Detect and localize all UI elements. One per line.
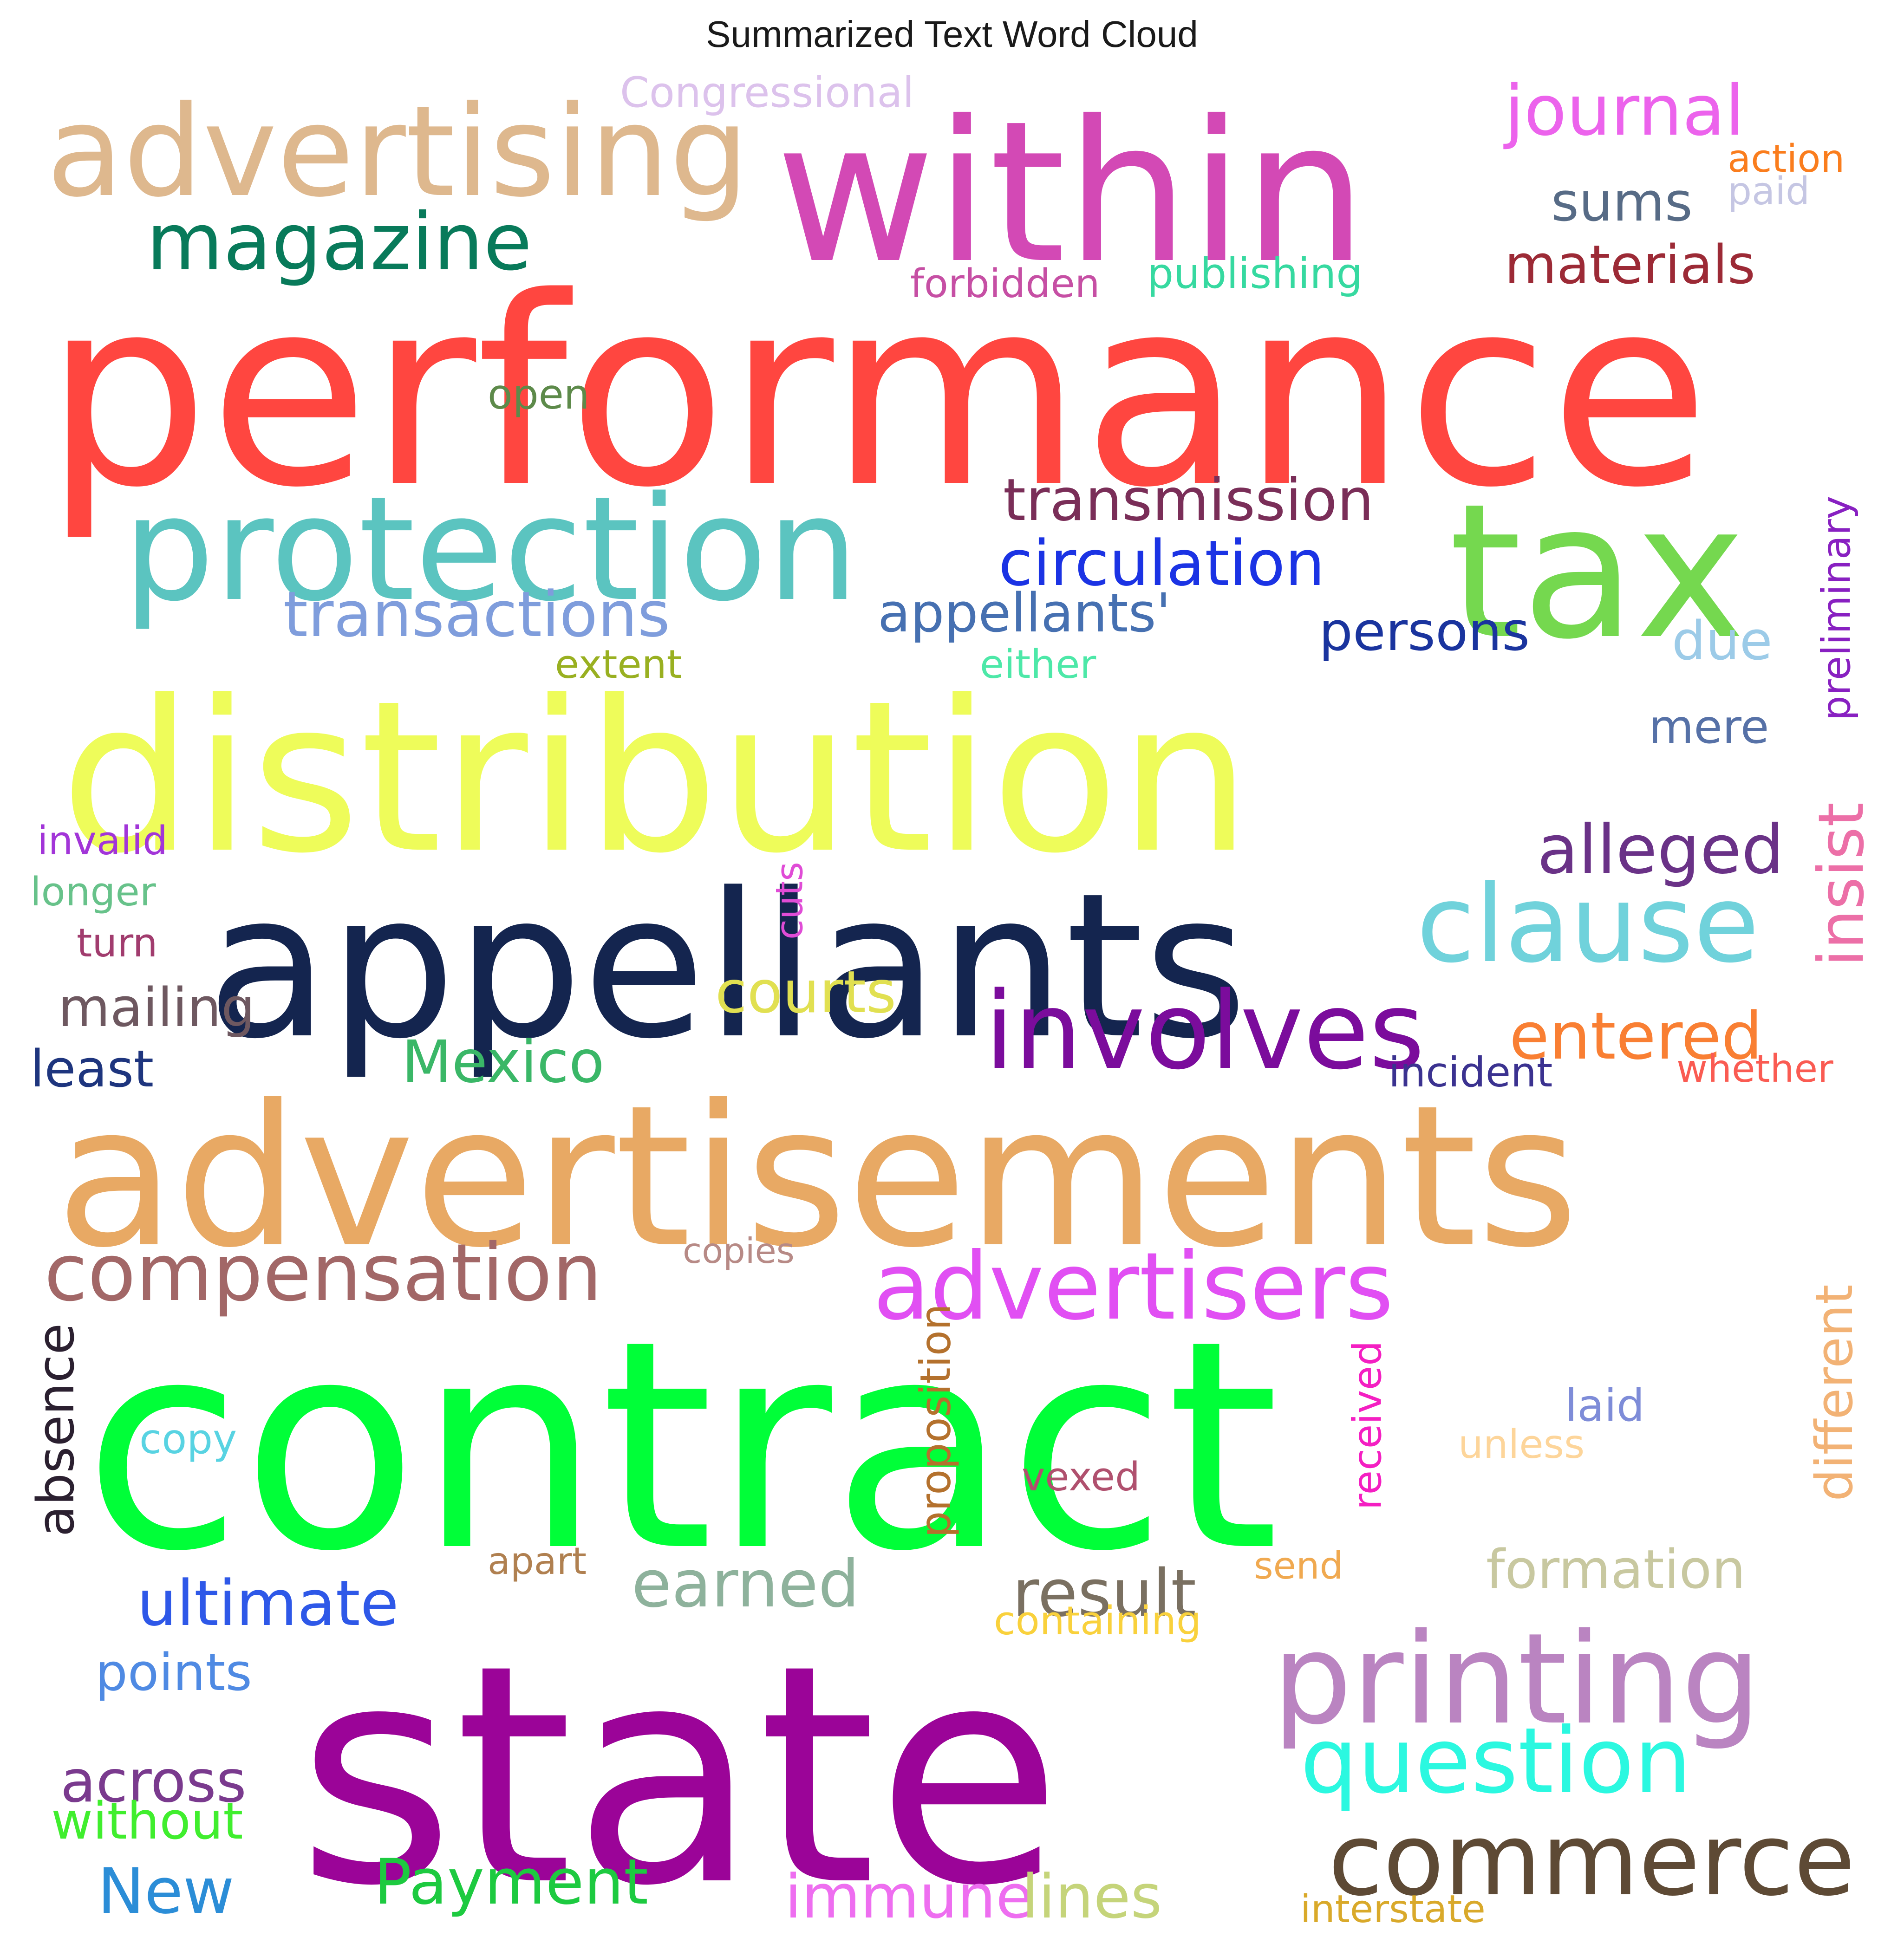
word-compensation: compensation <box>44 1227 602 1319</box>
word-open: open <box>488 370 590 418</box>
word-materials: materials <box>1505 234 1755 296</box>
word-unless: unless <box>1458 1422 1584 1468</box>
word-points: points <box>95 1643 252 1702</box>
word-forbidden: forbidden <box>910 261 1100 307</box>
word-magazine: magazine <box>146 196 532 288</box>
word-state: state <box>297 1601 1062 1950</box>
word-formation: formation <box>1486 1539 1746 1601</box>
word-least: least <box>30 1039 154 1098</box>
word-within: within <box>776 79 1367 306</box>
word-without: without <box>51 1791 243 1851</box>
word-mere: mere <box>1649 700 1769 754</box>
word-incident: incident <box>1389 1048 1552 1096</box>
word-cuts: cuts <box>768 862 811 940</box>
word-earned: earned <box>632 1547 860 1622</box>
word-distribution: distribution <box>60 656 1251 899</box>
word-due: due <box>1672 610 1773 672</box>
word-apart: apart <box>488 1540 587 1583</box>
word-lines: lines <box>1022 1861 1162 1932</box>
word-courts: courts <box>715 959 896 1026</box>
word-vexed: vexed <box>1022 1454 1140 1500</box>
word-containing: containing <box>994 1598 1201 1644</box>
word-proposition: proposition <box>912 1304 960 1538</box>
word-protection: protection <box>123 466 859 633</box>
word-transmission: transmission <box>1003 467 1374 534</box>
word-copy: copy <box>139 1415 237 1463</box>
word-immune: immune <box>785 1861 1033 1932</box>
word-preliminary: preliminary <box>1814 496 1860 721</box>
word-publishing: publishing <box>1147 249 1363 298</box>
word-persons: persons <box>1319 601 1530 663</box>
word-extent: extent <box>555 642 682 688</box>
word-alleged: alleged <box>1537 811 1784 889</box>
word-copies: copies <box>683 1230 795 1271</box>
word-advertising: advertising <box>46 78 749 225</box>
word-paid: paid <box>1728 169 1810 214</box>
word-new: New <box>98 1855 234 1928</box>
word-mexico: Mexico <box>402 1028 604 1096</box>
word-printing: printing <box>1272 1606 1761 1752</box>
word-performance: performance <box>44 242 1709 545</box>
chart-title: Summarized Text Word Cloud <box>706 13 1198 55</box>
word-action: action <box>1728 137 1845 181</box>
word-send: send <box>1254 1544 1343 1587</box>
word-circulation: circulation <box>998 527 1325 600</box>
word-ultimate: ultimate <box>137 1567 399 1640</box>
word-tax: tax <box>1449 464 1746 680</box>
word-advertisements: advertisements <box>56 1064 1578 1291</box>
word-appellants: appellants <box>207 851 1248 1083</box>
word-either: either <box>980 642 1096 688</box>
word-appellants: appellants' <box>878 582 1171 644</box>
word-payment: Payment <box>374 1846 648 1918</box>
word-journal: journal <box>1503 71 1744 151</box>
word-clause: clause <box>1416 863 1759 987</box>
word-involves: involves <box>985 969 1425 1093</box>
word-turn: turn <box>77 920 158 966</box>
word-interstate: interstate <box>1300 1887 1486 1931</box>
word-laid: laid <box>1565 1380 1644 1431</box>
word-different: different <box>1805 1284 1864 1501</box>
word-mailing: mailing <box>58 977 255 1039</box>
word-sums: sums <box>1551 171 1693 234</box>
word-longer: longer <box>30 869 156 915</box>
word-received: received <box>1345 1341 1391 1510</box>
word-insist: insist <box>1805 802 1878 967</box>
word-entered: entered <box>1509 999 1762 1074</box>
word-question: question <box>1300 1708 1691 1814</box>
word-across: across <box>60 1748 247 1815</box>
word-absence: absence <box>26 1323 85 1537</box>
word-invalid: invalid <box>37 818 168 864</box>
word-commerce: commerce <box>1328 1801 1855 1918</box>
word-congressional: Congressional <box>620 68 914 117</box>
word-whether: whether <box>1676 1047 1833 1091</box>
word-advertisers: advertisers <box>873 1233 1394 1341</box>
word-transactions: transactions <box>283 578 670 651</box>
word-contract: contract <box>84 1280 1279 1614</box>
word-result: result <box>1012 1556 1196 1632</box>
